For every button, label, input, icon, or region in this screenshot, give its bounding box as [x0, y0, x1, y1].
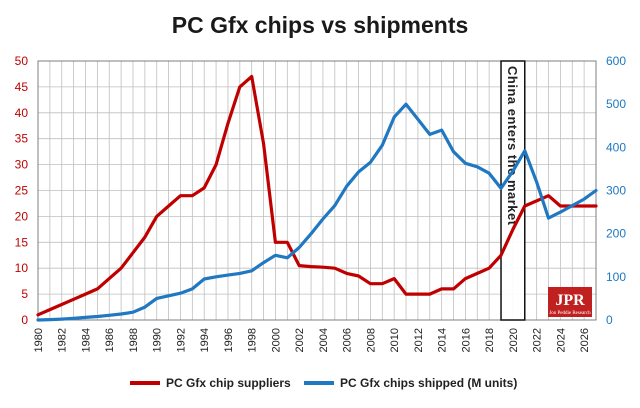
chart-title: PC Gfx chips vs shipments: [172, 12, 469, 38]
x-tick-label: 1988: [128, 328, 140, 352]
right-tick-label: 0: [606, 313, 613, 327]
left-tick-label: 50: [15, 54, 29, 68]
right-tick-label: 100: [606, 270, 626, 284]
x-tick-label: 2000: [270, 328, 282, 352]
left-tick-label: 20: [15, 209, 29, 223]
x-tick-label: 1980: [33, 328, 45, 352]
x-tick-label: 2016: [460, 328, 472, 352]
left-tick-label: 40: [15, 106, 29, 120]
x-tick-label: 2020: [508, 328, 520, 352]
legend-label-shipped: PC Gfx chips shipped (M units): [340, 376, 517, 390]
left-tick-label: 0: [21, 313, 28, 327]
right-tick-label: 500: [606, 97, 626, 111]
x-tick-label: 2002: [294, 328, 306, 352]
legend: PC Gfx chip suppliers PC Gfx chips shipp…: [130, 376, 517, 390]
left-tick-label: 10: [15, 261, 29, 275]
x-axis-ticks: 1980 1982 1984 1986 1988 1990 1992 1994 1996 1998…: [33, 328, 591, 352]
x-tick-label: 1998: [247, 328, 259, 352]
x-tick-label: 1982: [57, 328, 69, 352]
jpr-logo: JPR Jon Peddie Research: [548, 287, 592, 317]
x-tick-label: 2008: [365, 328, 377, 352]
legend-label-suppliers: PC Gfx chip suppliers: [166, 376, 291, 390]
right-axis-ticks: 0 100 200 300 400 500 600: [606, 54, 626, 327]
x-tick-label: 1994: [199, 328, 211, 352]
right-tick-label: 400: [606, 140, 626, 154]
series-lines: [36, 74, 598, 322]
logo-subtext: Jon Peddie Research: [549, 311, 591, 316]
right-tick-label: 300: [606, 184, 626, 198]
series-line-1: [36, 102, 598, 322]
x-tick-label: 1984: [80, 328, 92, 352]
x-tick-label: 2012: [413, 328, 425, 352]
x-tick-label: 1990: [152, 328, 164, 352]
left-tick-label: 45: [15, 80, 29, 94]
x-tick-label: 2026: [579, 328, 591, 352]
logo-text: JPR: [555, 292, 585, 309]
x-tick-label: 2022: [532, 328, 544, 352]
annotation-box: [500, 60, 526, 321]
left-axis-ticks: 0 5 10 15 20 25 30 35 40 45 50: [15, 54, 29, 327]
x-tick-label: 2006: [342, 328, 354, 352]
left-tick-label: 5: [21, 287, 28, 301]
logo-background: [548, 287, 592, 317]
x-tick-label: 2014: [437, 328, 449, 352]
left-tick-label: 35: [15, 132, 29, 146]
x-tick-label: 2010: [389, 328, 401, 352]
x-tick-label: 2024: [555, 328, 567, 352]
annotation-label: China enters the market: [505, 66, 520, 226]
right-tick-label: 600: [606, 54, 626, 68]
left-tick-label: 30: [15, 158, 29, 172]
x-tick-label: 1986: [104, 328, 116, 352]
x-tick-label: 2004: [318, 328, 330, 352]
x-tick-label: 2018: [484, 328, 496, 352]
right-tick-label: 200: [606, 227, 626, 241]
china-annotation: China enters the market: [500, 60, 526, 321]
left-tick-label: 25: [15, 184, 29, 198]
left-tick-label: 15: [15, 235, 29, 249]
x-tick-label: 1992: [175, 328, 187, 352]
x-tick-label: 1996: [223, 328, 235, 352]
series-line-0: [36, 74, 598, 317]
